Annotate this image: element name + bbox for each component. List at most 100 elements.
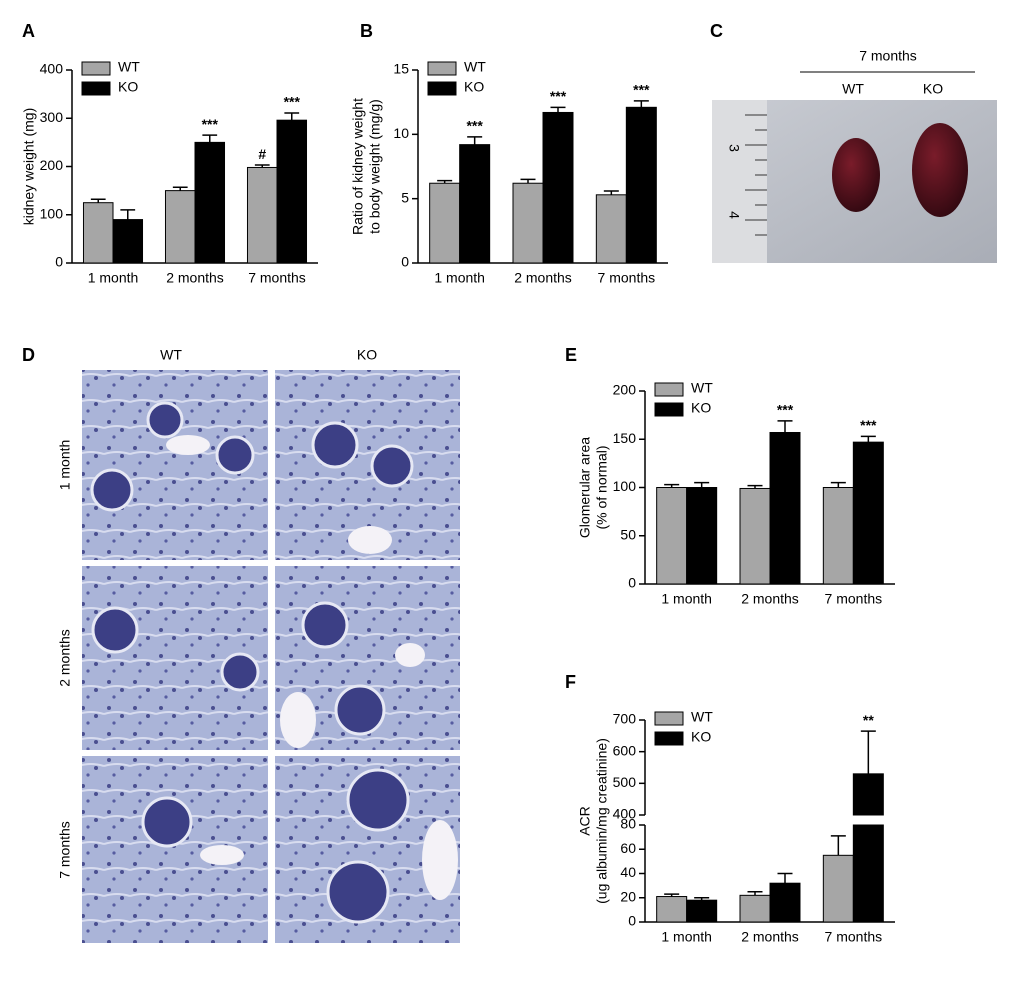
bar [822,487,854,585]
legend-swatch [654,731,684,746]
error-bar [603,190,619,195]
x-tick-label: 2 months [741,929,799,945]
y-axis-label: (ug albumin/mg creatinine) [594,738,610,904]
ruler-label: 3 [726,144,742,152]
error-bar [694,481,710,488]
histology-d: D WT KO 1 month 2 months 7 months [22,345,460,943]
error-bar [747,890,763,896]
x-tick-label: 7 months [825,929,883,945]
y-axis-label: Ratio of kidney weight [350,98,366,235]
y-tick-label: 5 [401,189,409,205]
y-tick-label: 20 [620,888,636,904]
error-bar [520,178,536,184]
panel-letter: C [710,21,723,41]
bar [246,166,278,264]
significance: *** [777,402,794,418]
error-bar [254,164,270,168]
error-bar [694,897,710,901]
error-bar [664,483,680,488]
error-bar [90,198,106,203]
y-axis-label: (% of normal) [594,445,610,529]
bar [739,487,771,585]
panel-letter: E [565,345,577,365]
y-tick-label: 200 [40,157,64,173]
photo-label: WT [842,81,864,97]
significance: ** [863,712,874,728]
x-tick-label: 1 month [88,270,139,286]
significance: *** [550,88,567,104]
y-tick-label: 700 [613,711,637,727]
x-tick-label: 1 month [661,929,712,945]
error-bar [633,100,649,108]
bar [512,182,544,264]
x-tick-label: 2 months [741,591,799,607]
error-bar [120,209,136,220]
legend-label: KO [464,79,484,95]
error-bar [664,893,680,897]
kidney [832,138,880,212]
error-bar [830,481,846,488]
legend-label: KO [691,729,711,745]
legend-swatch [654,382,684,397]
y-tick-label: 500 [613,774,637,790]
y-tick-label: 10 [393,125,409,141]
bar [822,854,854,923]
bar [276,119,308,264]
y-tick-label: 400 [40,61,64,77]
bar [429,182,461,264]
y-tick-label: 80 [620,816,636,832]
panel-letter: D [22,345,35,365]
error-bar [747,484,763,489]
photo-c: C 7 months WT KO 3 4 [710,21,997,263]
y-tick-label: 300 [40,109,64,125]
x-tick-label: 7 months [825,591,883,607]
y-tick-label: 200 [613,382,637,398]
panel-letter: F [565,672,576,692]
y-tick-label: 50 [620,526,636,542]
column-label: KO [357,347,377,363]
error-bar [777,872,793,884]
error-bar [172,186,188,191]
error-bar [550,106,566,113]
x-tick-label: 2 months [166,270,224,286]
error-bar [860,435,876,443]
y-tick-label: 0 [628,575,636,591]
y-tick-label: 0 [628,913,636,929]
panel-letter: A [22,21,35,41]
y-tick-label: 600 [613,742,637,758]
legend-label: WT [691,709,713,725]
y-tick-label: 400 [613,806,637,822]
legend-swatch [81,61,111,76]
panel-letter: B [360,21,373,41]
bar [656,896,688,923]
ruler-label: 4 [726,211,742,219]
significance: *** [202,116,219,132]
x-tick-label: 1 month [661,591,712,607]
bar [656,487,688,585]
x-tick-label: 2 months [514,270,572,286]
y-axis-label: to body weight (mg/g) [367,99,383,234]
y-tick-label: 100 [613,478,637,494]
y-tick-label: 15 [393,61,409,77]
error-bar [284,112,300,121]
bar [852,773,884,816]
row-label: 2 months [57,629,73,687]
error-bar [830,835,846,856]
bar [769,882,801,923]
row-label: 7 months [57,821,73,879]
bar [686,899,718,923]
bar [769,431,801,585]
error-bar [860,730,876,774]
legend-label: WT [691,380,713,396]
x-tick-label: 1 month [434,270,485,286]
legend-swatch [654,402,684,417]
bar [852,824,884,923]
kidney [912,123,968,217]
legend-label: WT [118,59,140,75]
bar [82,202,114,264]
legend-label: WT [464,59,486,75]
significance: *** [860,417,877,433]
legend-label: KO [118,79,138,95]
error-bar [467,136,483,145]
